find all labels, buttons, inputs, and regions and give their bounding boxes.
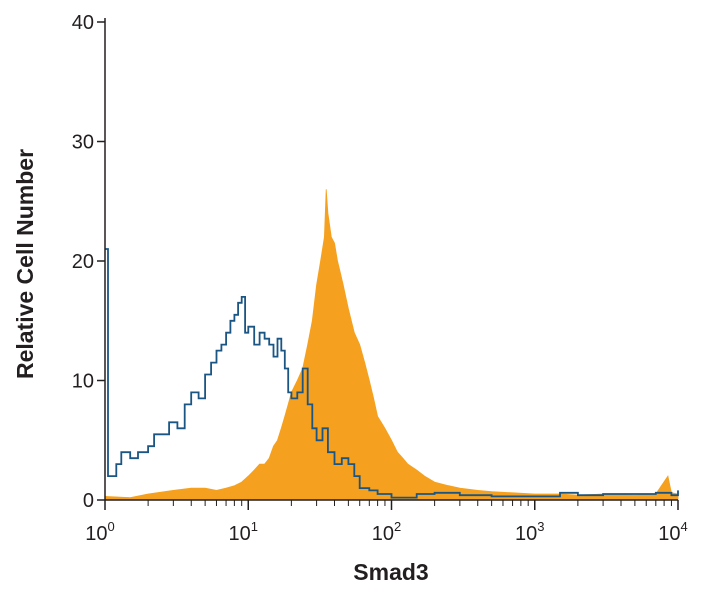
x-axis-title: Smad3 <box>353 559 428 585</box>
stained-histogram-area <box>104 189 679 501</box>
isotype-histogram-outline <box>105 248 679 499</box>
x-tick-label: 100 <box>85 519 114 545</box>
x-tick-label: 103 <box>515 519 544 545</box>
y-tick-label: 40 <box>72 12 94 34</box>
y-tick-label: 10 <box>72 371 94 393</box>
x-tick-label: 101 <box>229 519 258 545</box>
axes-layer <box>104 18 678 501</box>
x-tick-label: 104 <box>658 519 687 545</box>
y-tick-label: 20 <box>72 251 94 273</box>
ticks-layer: 0 10 20 30 40 100 101 102 103 104 <box>72 12 688 545</box>
x-tick-label: 102 <box>372 519 401 545</box>
series-layer <box>104 189 679 501</box>
y-tick-label: 0 <box>83 490 94 512</box>
y-tick-label: 30 <box>72 132 94 154</box>
y-axis-title: Relative Cell Number <box>12 149 38 379</box>
